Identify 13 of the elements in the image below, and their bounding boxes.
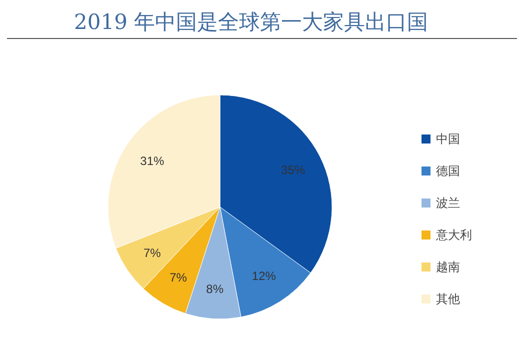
data-label: 35% bbox=[281, 162, 306, 177]
chart-title: 2019 年中国是全球第一大家具出口国 bbox=[73, 9, 430, 36]
legend-label: 意大利 bbox=[435, 228, 472, 242]
legend-label: 德国 bbox=[436, 164, 460, 178]
legend-label: 其他 bbox=[436, 292, 460, 306]
legend-label: 中国 bbox=[436, 132, 460, 146]
legend-label: 波兰 bbox=[436, 196, 460, 210]
data-label: 8% bbox=[206, 282, 224, 296]
data-label: 12% bbox=[252, 269, 276, 284]
data-label: 7% bbox=[144, 246, 162, 260]
data-label: 7% bbox=[170, 270, 188, 285]
legend-label: 越南 bbox=[436, 260, 460, 274]
data-label: 31% bbox=[140, 154, 165, 168]
